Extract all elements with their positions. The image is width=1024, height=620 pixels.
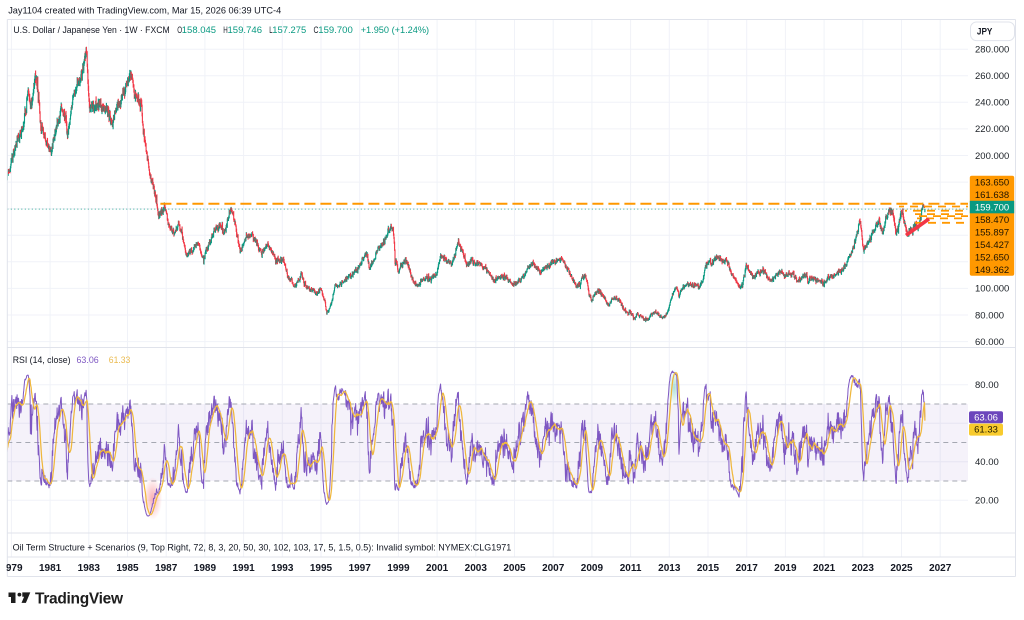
svg-text:163.650: 163.650	[975, 177, 1009, 188]
svg-text:152.650: 152.650	[975, 252, 1009, 263]
svg-text:+1.950 (+1.24%): +1.950 (+1.24%)	[361, 25, 429, 36]
svg-text:2001: 2001	[426, 563, 449, 574]
svg-text:JPY: JPY	[977, 26, 993, 37]
svg-text:61.33: 61.33	[974, 425, 998, 436]
svg-text:80.000: 80.000	[975, 310, 1004, 321]
svg-text:Oil Term Structure + Scenarios: Oil Term Structure + Scenarios (9, Top R…	[13, 541, 512, 552]
svg-text:159.746: 159.746	[228, 25, 263, 36]
svg-text:158.470: 158.470	[975, 215, 1009, 226]
svg-text:2007: 2007	[542, 563, 565, 574]
svg-text:1989: 1989	[194, 563, 217, 574]
svg-text:60.000: 60.000	[975, 337, 1004, 348]
svg-text:63.06: 63.06	[77, 355, 99, 366]
svg-text:1981: 1981	[39, 563, 62, 574]
svg-text:61.33: 61.33	[109, 355, 131, 366]
svg-text:40.00: 40.00	[975, 457, 999, 468]
svg-text:2017: 2017	[736, 563, 759, 574]
svg-text:161.638: 161.638	[975, 190, 1009, 201]
svg-text:260.000: 260.000	[975, 71, 1009, 82]
svg-text:1999: 1999	[387, 563, 410, 574]
svg-text:280.000: 280.000	[975, 45, 1009, 56]
svg-text:2003: 2003	[465, 563, 488, 574]
svg-text:2025: 2025	[890, 563, 913, 574]
svg-text:158.045: 158.045	[182, 25, 216, 36]
svg-text:H: H	[223, 25, 228, 36]
svg-text:2023: 2023	[852, 563, 875, 574]
svg-text:2019: 2019	[774, 563, 797, 574]
svg-text:220.000: 220.000	[975, 124, 1009, 135]
svg-text:2009: 2009	[581, 563, 604, 574]
svg-text:149.362: 149.362	[975, 265, 1009, 276]
svg-text:2015: 2015	[697, 563, 720, 574]
svg-text:200.000: 200.000	[975, 151, 1009, 162]
svg-text:C: C	[314, 25, 319, 36]
svg-text:TradingView: TradingView	[35, 590, 124, 607]
svg-text:2021: 2021	[813, 563, 836, 574]
svg-text:20.00: 20.00	[975, 496, 999, 507]
svg-text:155.897: 155.897	[975, 227, 1009, 238]
svg-text:240.000: 240.000	[975, 98, 1009, 109]
svg-text:O: O	[177, 25, 182, 36]
svg-text:159.700: 159.700	[975, 202, 1009, 213]
svg-text:RSI (14, close): RSI (14, close)	[13, 355, 71, 366]
svg-text:100.000: 100.000	[975, 284, 1009, 295]
svg-text:2027: 2027	[929, 563, 952, 574]
svg-text:159.700: 159.700	[318, 25, 353, 36]
svg-text:1979: 1979	[0, 563, 23, 574]
svg-text:154.427: 154.427	[975, 240, 1009, 251]
svg-text:1993: 1993	[271, 563, 294, 574]
svg-text:2011: 2011	[620, 563, 642, 574]
svg-text:157.275: 157.275	[272, 25, 306, 36]
svg-text:80.00: 80.00	[975, 380, 999, 391]
svg-text:U.S. Dollar / Japanese Yen · 1: U.S. Dollar / Japanese Yen · 1W · FXCM	[13, 25, 169, 36]
svg-text:1983: 1983	[78, 563, 101, 574]
svg-text:1985: 1985	[116, 563, 139, 574]
svg-text:2013: 2013	[658, 563, 681, 574]
svg-text:63.06: 63.06	[974, 412, 998, 423]
svg-text:1991: 1991	[232, 563, 255, 574]
svg-text:1987: 1987	[155, 563, 178, 574]
svg-text:L: L	[269, 25, 272, 36]
svg-text:1997: 1997	[349, 563, 372, 574]
svg-text:1995: 1995	[310, 563, 333, 574]
svg-text:2005: 2005	[503, 563, 526, 574]
svg-text:Jay1104 created with TradingVi: Jay1104 created with TradingView.com, Ma…	[8, 5, 281, 15]
